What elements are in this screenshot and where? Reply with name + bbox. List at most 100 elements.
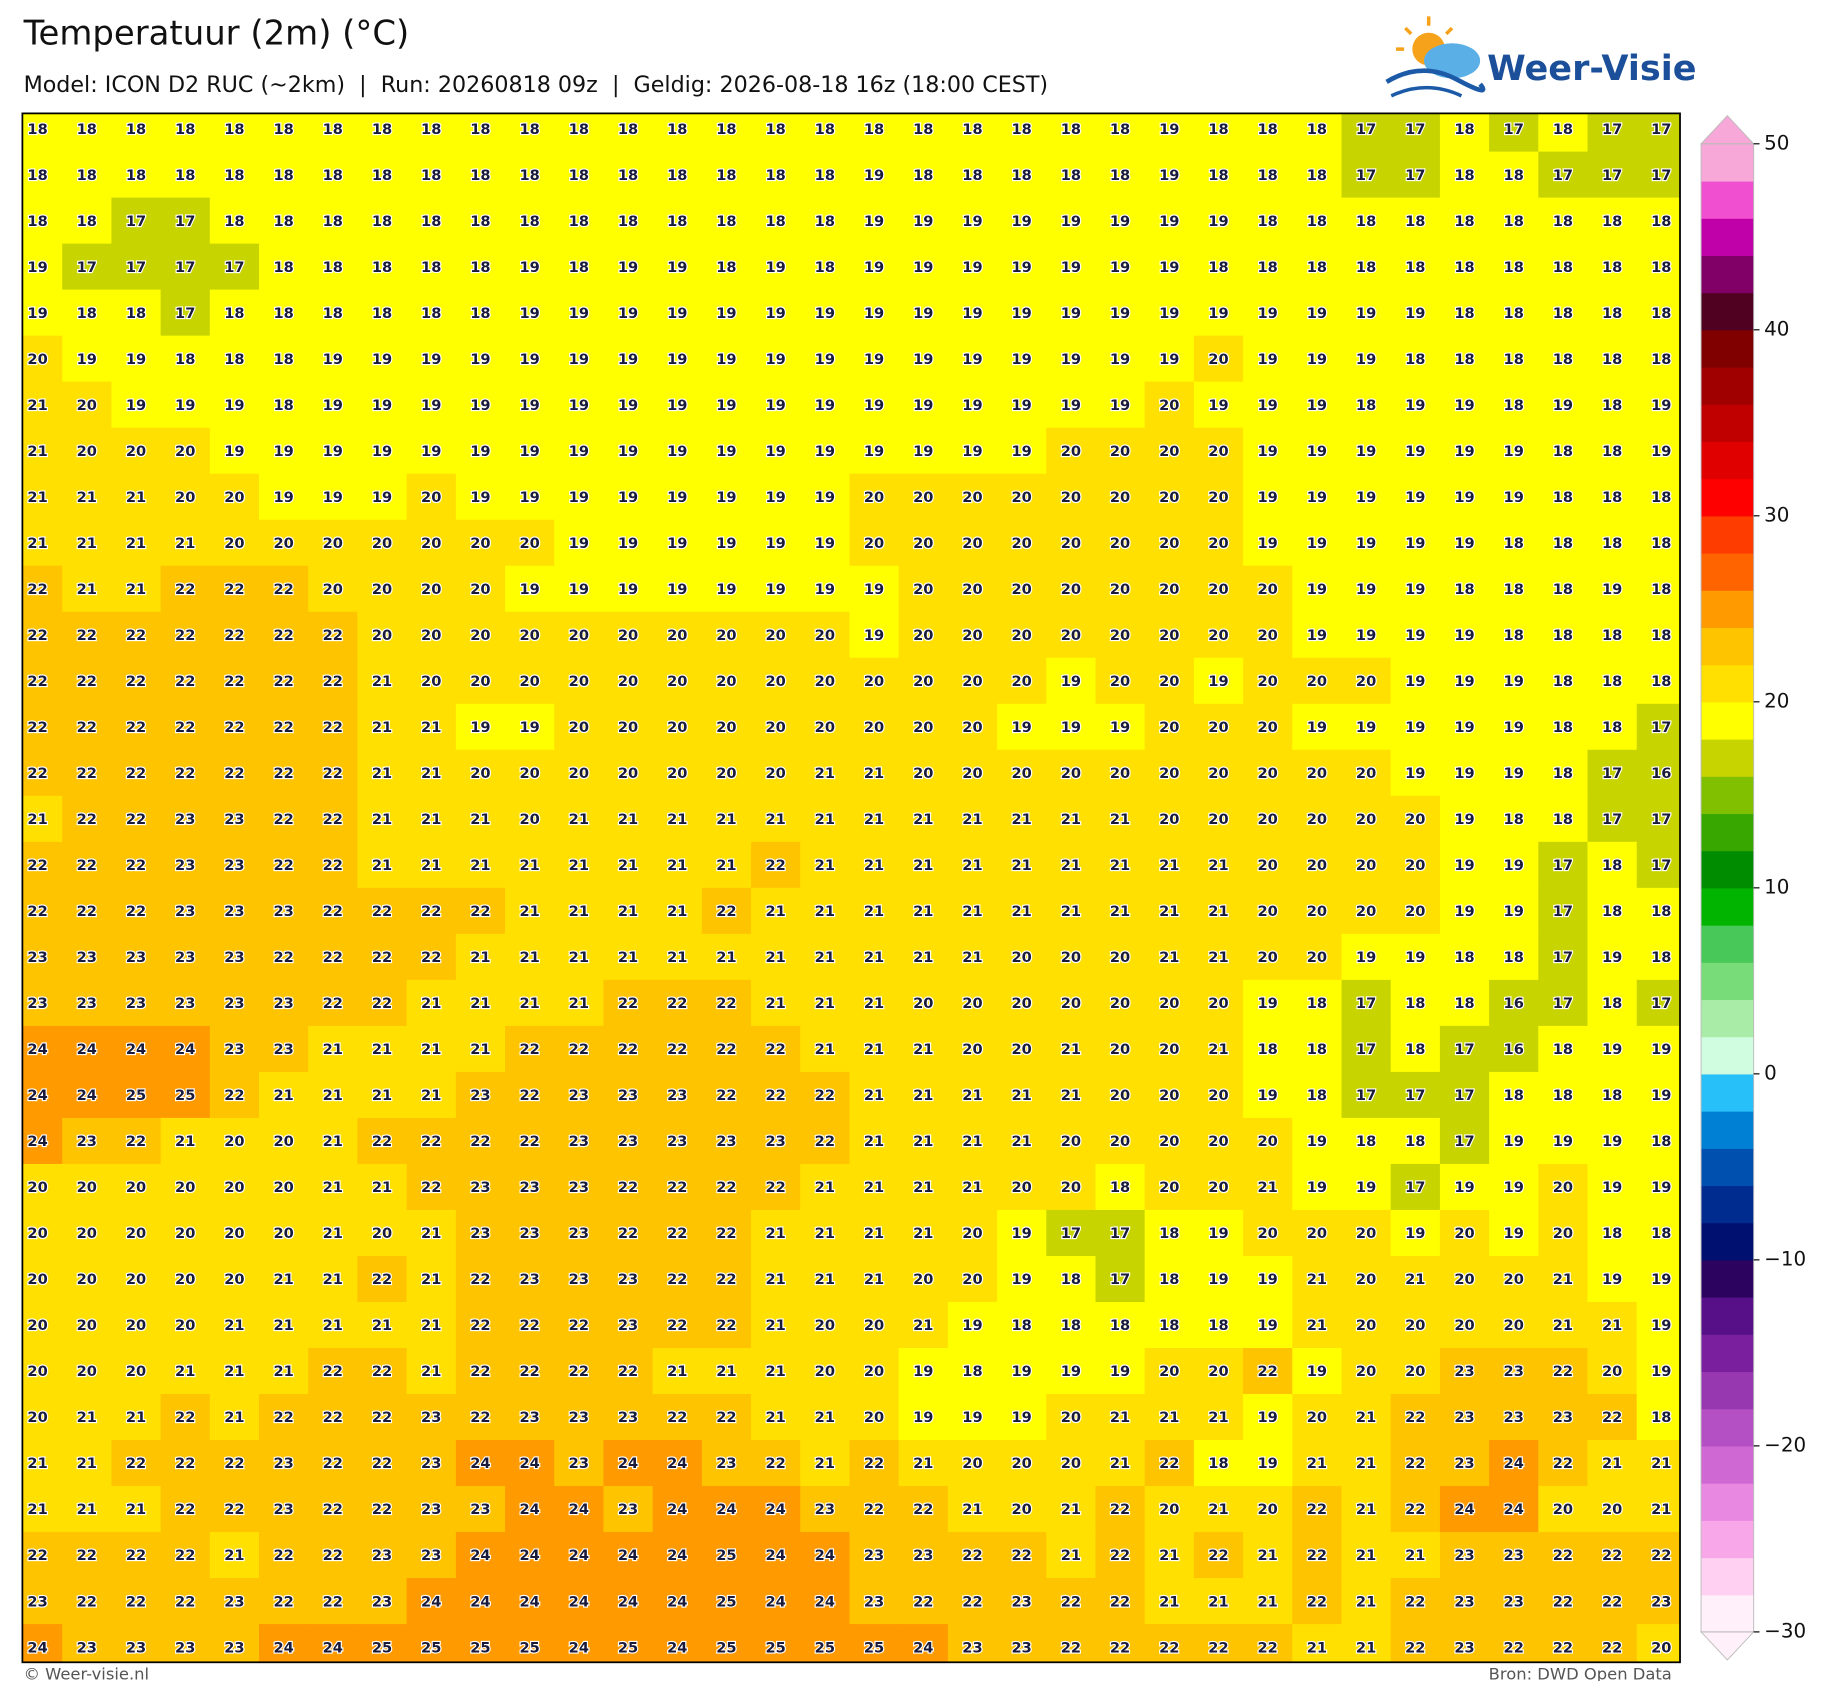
temperature-cell	[898, 1255, 949, 1303]
temperature-cell	[751, 113, 801, 153]
temperature-cell	[308, 1255, 359, 1303]
temperature-label: 20	[1159, 673, 1179, 690]
temperature-label: 20	[1159, 535, 1179, 552]
temperature-label: 21	[765, 1317, 785, 1334]
temperature-label: 18	[618, 167, 638, 184]
temperature-cell	[1341, 795, 1392, 843]
temperature-cell	[652, 519, 703, 567]
temperature-label: 20	[569, 627, 589, 644]
temperature-label: 21	[1159, 1547, 1179, 1564]
temperature-cell	[1439, 289, 1490, 337]
temperature-cell	[308, 473, 359, 521]
temperature-label: 18	[273, 305, 293, 322]
temperature-label: 23	[569, 1087, 589, 1104]
temperature-cell	[1538, 749, 1589, 797]
colorbar-swatch	[1701, 218, 1754, 256]
temperature-cell	[22, 197, 63, 245]
temperature-label: 23	[175, 995, 195, 1012]
temperature-cell	[1587, 113, 1638, 153]
temperature-label: 22	[27, 627, 47, 644]
temperature-label: 20	[224, 1271, 244, 1288]
temperature-label: 18	[1504, 581, 1524, 598]
temperature-cell	[701, 1486, 752, 1533]
temperature-cell	[800, 519, 851, 567]
temperature-label: 17	[1651, 167, 1671, 184]
temperature-label: 22	[126, 857, 146, 874]
temperature-label: 21	[27, 489, 47, 506]
temperature-label: 18	[1651, 673, 1671, 690]
temperature-label: 21	[519, 903, 539, 920]
temperature-label: 20	[1061, 949, 1081, 966]
temperature-cell	[406, 749, 457, 797]
logo-text: Weer-Visie	[1487, 48, 1696, 89]
temperature-label: 19	[372, 351, 392, 368]
temperature-label: 20	[864, 1409, 884, 1426]
temperature-label: 19	[519, 719, 539, 736]
temperature-label: 20	[27, 351, 47, 368]
temperature-label: 22	[470, 1409, 490, 1426]
temperature-cell	[652, 979, 703, 1027]
colorbar-swatch	[1701, 739, 1754, 777]
colorbar-swatch	[1701, 292, 1754, 331]
temperature-label: 21	[1061, 1547, 1081, 1564]
temperature-label: 21	[815, 765, 835, 782]
temperature-label: 18	[323, 213, 343, 230]
temperature-label: 22	[618, 1179, 638, 1196]
temperature-cell	[1538, 1301, 1589, 1349]
temperature-cell	[111, 335, 162, 383]
temperature-cell	[160, 381, 211, 429]
temperature-cell	[357, 427, 408, 475]
temperature-cell	[701, 1394, 752, 1441]
temperature-cell	[1341, 657, 1392, 705]
temperature-cell	[554, 1117, 605, 1165]
temperature-label: 19	[323, 489, 343, 506]
temperature-cell	[898, 565, 949, 613]
temperature-label: 24	[667, 1593, 687, 1610]
temperature-label: 19	[273, 443, 293, 460]
temperature-cell	[751, 1255, 801, 1303]
temperature-cell	[849, 151, 900, 199]
temperature-cell	[1587, 427, 1638, 475]
temperature-cell	[22, 1532, 63, 1579]
temperature-label: 20	[1012, 673, 1032, 690]
temperature-label: 21	[421, 765, 441, 782]
temperature-label: 20	[962, 765, 982, 782]
temperature-label: 21	[323, 1041, 343, 1058]
temperature-cell	[1489, 1301, 1540, 1349]
temperature-cell	[554, 1486, 605, 1533]
logo-wave	[1385, 68, 1486, 93]
temperature-cell	[505, 1117, 555, 1165]
temperature-cell	[209, 565, 260, 613]
temperature-label: 20	[77, 1363, 97, 1380]
temperature-label: 19	[1258, 1087, 1278, 1104]
temperature-label: 20	[175, 1271, 195, 1288]
temperature-cell	[1341, 1532, 1392, 1579]
temperature-label: 21	[913, 811, 933, 828]
temperature-label: 19	[1258, 443, 1278, 460]
temperature-cell	[1439, 841, 1490, 889]
temperature-cell	[505, 1532, 555, 1579]
temperature-cell	[209, 243, 260, 291]
temperature-label: 19	[1159, 121, 1179, 138]
colorbar-swatch	[1701, 664, 1754, 703]
temperature-cell	[160, 841, 211, 889]
temperature-label: 17	[1553, 857, 1573, 874]
temperature-cell	[1292, 1025, 1343, 1073]
temperature-label: 19	[815, 443, 835, 460]
temperature-label: 19	[864, 305, 884, 322]
temperature-cell	[1046, 565, 1097, 613]
temperature-cell	[997, 197, 1047, 245]
temperature-cell	[357, 519, 408, 567]
temperature-cell	[554, 519, 605, 567]
temperature-cell	[505, 335, 555, 383]
temperature-label: 21	[470, 811, 490, 828]
temperature-label: 22	[323, 1363, 343, 1380]
temperature-label: 23	[175, 811, 195, 828]
temperature-cell	[1193, 197, 1244, 245]
temperature-cell	[800, 703, 851, 751]
temperature-cell	[1636, 335, 1681, 383]
temperature-cell	[259, 703, 309, 751]
temperature-label: 21	[372, 765, 392, 782]
temperature-cell	[554, 113, 605, 153]
temperature-cell	[751, 427, 801, 475]
